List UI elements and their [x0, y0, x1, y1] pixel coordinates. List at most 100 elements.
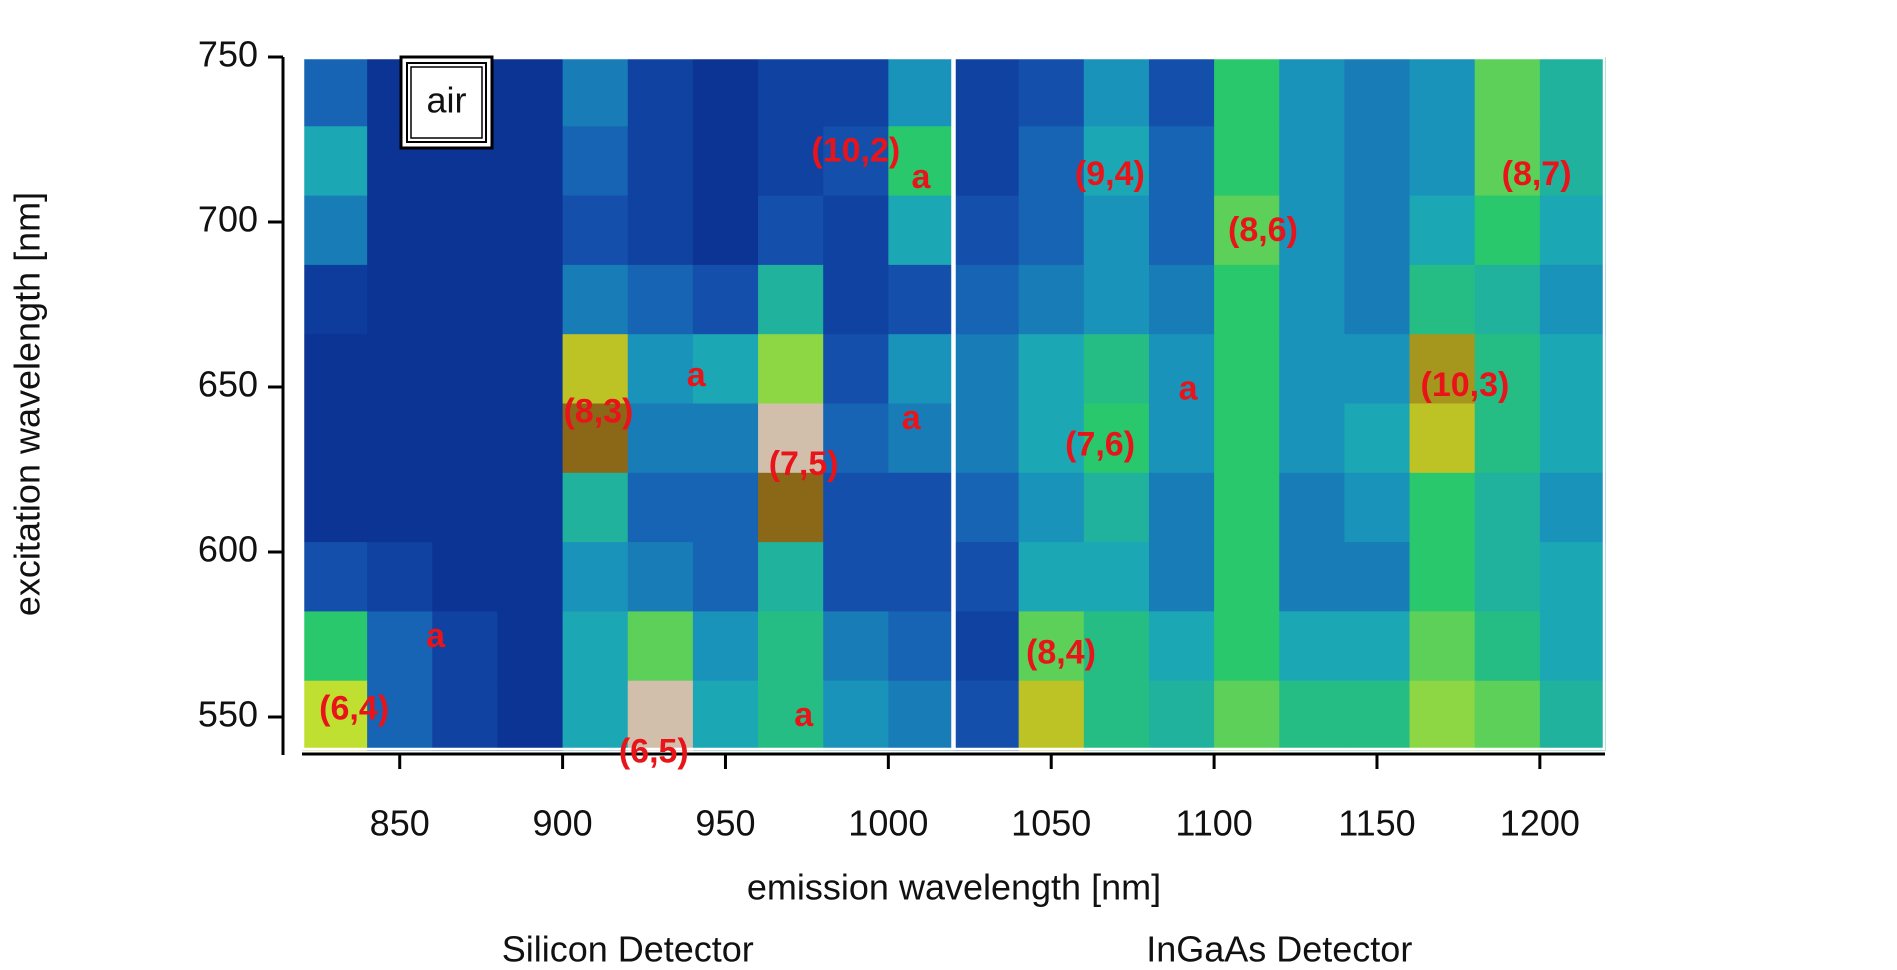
heatmap-cell — [692, 195, 759, 266]
heatmap-cell — [1018, 403, 1085, 474]
heatmap-cell — [888, 126, 955, 197]
x-tick-label: 1050 — [1011, 803, 1091, 844]
heatmap-cell — [562, 542, 629, 612]
heatmap-cell — [302, 57, 368, 127]
heatmap-cell — [953, 680, 1020, 751]
heatmap-cell — [497, 264, 564, 335]
heatmap-cell — [758, 403, 824, 474]
heatmap-cell — [758, 680, 824, 751]
heatmap-cell — [432, 542, 499, 612]
heatmap-cell — [1279, 680, 1345, 751]
heatmap-cell — [1279, 542, 1345, 612]
heatmap-cell — [888, 472, 955, 543]
heatmap-cell — [888, 680, 955, 751]
heatmap-cell — [562, 126, 629, 197]
heatmap-cell — [823, 126, 889, 197]
heatmap-cell — [627, 57, 694, 127]
heatmap-cell — [1018, 57, 1085, 127]
inset-border — [406, 62, 487, 143]
heatmap-cell — [1474, 611, 1541, 682]
heatmap-cell — [627, 611, 694, 682]
heatmap-cell — [953, 195, 1020, 266]
heatmap-cell — [1148, 57, 1215, 127]
heatmap-cell — [823, 680, 889, 751]
heatmap-cell — [627, 264, 694, 335]
heatmap-cell — [432, 680, 499, 751]
heatmap-cell — [758, 126, 824, 197]
x-tick-label: 1150 — [1338, 803, 1415, 844]
heatmap-cell — [1018, 195, 1085, 266]
heatmap-cell — [1214, 680, 1280, 751]
heatmap-cell — [1214, 403, 1280, 474]
heatmap-cell — [953, 57, 1020, 127]
heatmap-cell — [953, 542, 1020, 612]
heatmap-cell — [1018, 611, 1085, 682]
heatmap-cell — [1279, 126, 1345, 197]
x-tick-label: 950 — [695, 803, 755, 844]
heatmap-cell — [1018, 542, 1085, 612]
heatmap-cell — [823, 611, 889, 682]
heatmap-cell — [823, 542, 889, 612]
heatmap-cell — [367, 472, 433, 543]
x-tick-label: 1000 — [848, 803, 928, 844]
panel-frame — [301, 56, 954, 751]
heatmap-cell — [1474, 680, 1541, 751]
heatmap-cell — [888, 195, 955, 266]
heatmap-cell — [1214, 611, 1280, 682]
heatmap-cell — [1539, 195, 1606, 266]
heatmap-cell — [888, 542, 955, 612]
heatmap-cell — [1148, 472, 1215, 543]
heatmap-cell — [627, 680, 694, 751]
heatmap-cell — [692, 57, 759, 127]
heatmap-cell — [692, 611, 759, 682]
heatmap-cell — [1214, 57, 1280, 127]
heatmap-cell — [1344, 680, 1411, 751]
heatmap-cell — [888, 611, 955, 682]
heatmap-cell — [432, 611, 499, 682]
heatmap-cell — [367, 264, 433, 335]
heatmap-cell — [1409, 195, 1476, 266]
heatmap-cell — [1083, 195, 1150, 266]
heatmap-cell — [562, 57, 629, 127]
peak-annotation: (8,3) — [563, 392, 633, 430]
heatmap-cell — [562, 680, 629, 751]
heatmap-cell — [692, 542, 759, 612]
heatmap-cell — [1148, 126, 1215, 197]
overlay: Silicon Detector InGaAs Detector 550 600 650… — [198, 34, 1606, 970]
panel-label: Silicon Detector — [502, 929, 754, 970]
heatmap-cell — [1539, 334, 1606, 405]
heatmap-cell — [823, 334, 889, 405]
heatmap-cell — [367, 611, 433, 682]
peak-annotation: a — [911, 158, 931, 196]
heatmap-cell — [1539, 264, 1606, 335]
heatmap-cell — [758, 611, 824, 682]
heatmap-cell — [1279, 57, 1345, 127]
heatmap-cell — [302, 264, 368, 335]
heatmap-cell — [758, 334, 824, 405]
peak-annotation: (8,6) — [1228, 211, 1298, 249]
heatmap-cell — [562, 334, 629, 405]
heatmap-cell — [1409, 472, 1476, 543]
heatmap-cell — [562, 195, 629, 266]
heatmap-cell — [367, 195, 433, 266]
heatmap-cell — [1214, 195, 1280, 266]
peak-annotation: (8,7) — [1502, 155, 1572, 193]
heatmap-cell — [1083, 542, 1150, 612]
heatmap-cell — [953, 611, 1020, 682]
heatmap-cell — [302, 542, 368, 612]
heatmap-cell — [302, 195, 368, 266]
heatmap-cell — [1344, 57, 1411, 127]
heatmap-cell — [562, 403, 629, 474]
heatmap-cell — [367, 403, 433, 474]
heatmap-cell — [1148, 680, 1215, 751]
heatmap-cell — [1279, 403, 1345, 474]
heatmap-cell — [1344, 542, 1411, 612]
heatmap-cell — [1148, 195, 1215, 266]
heatmap-cell — [432, 195, 499, 266]
heatmap-cell — [953, 334, 1020, 405]
y-tick-label: 700 — [198, 199, 258, 240]
heatmap-cell — [1214, 126, 1280, 197]
heatmap-cell — [1344, 611, 1411, 682]
